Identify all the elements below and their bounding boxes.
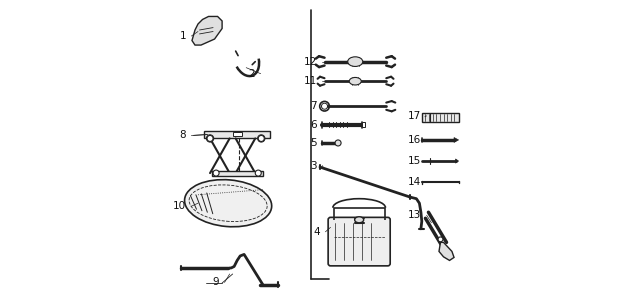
Circle shape xyxy=(321,103,328,109)
Polygon shape xyxy=(456,159,459,163)
Text: 4: 4 xyxy=(314,227,320,237)
Ellipse shape xyxy=(355,217,364,223)
Ellipse shape xyxy=(348,57,363,67)
Text: 12: 12 xyxy=(304,57,317,67)
Bar xyxy=(204,131,270,138)
Text: 6: 6 xyxy=(310,120,317,130)
Polygon shape xyxy=(439,242,454,261)
Text: 13: 13 xyxy=(408,210,421,220)
Ellipse shape xyxy=(349,78,361,85)
Text: 7: 7 xyxy=(310,101,317,111)
Text: 15: 15 xyxy=(408,156,421,166)
Circle shape xyxy=(213,170,219,176)
Text: 2: 2 xyxy=(248,69,255,79)
FancyBboxPatch shape xyxy=(328,217,390,266)
Text: 10: 10 xyxy=(173,201,186,211)
Circle shape xyxy=(207,135,214,142)
Circle shape xyxy=(335,140,341,146)
Bar xyxy=(422,113,459,122)
Circle shape xyxy=(207,136,213,141)
Text: 3: 3 xyxy=(310,161,317,171)
Circle shape xyxy=(259,136,264,141)
Text: 5: 5 xyxy=(310,138,317,148)
Circle shape xyxy=(438,237,443,242)
Ellipse shape xyxy=(184,180,272,227)
Bar xyxy=(233,133,242,136)
Text: 16: 16 xyxy=(408,135,421,145)
Text: 1: 1 xyxy=(179,31,186,41)
Text: 14: 14 xyxy=(408,177,421,187)
Polygon shape xyxy=(192,16,222,45)
Bar xyxy=(362,123,365,127)
Text: 17: 17 xyxy=(408,111,421,121)
Circle shape xyxy=(255,170,261,176)
Text: 11: 11 xyxy=(304,76,317,86)
Polygon shape xyxy=(454,137,459,142)
Bar xyxy=(212,171,263,176)
Text: 8: 8 xyxy=(179,130,186,140)
Circle shape xyxy=(258,135,265,142)
Text: 9: 9 xyxy=(212,278,219,287)
